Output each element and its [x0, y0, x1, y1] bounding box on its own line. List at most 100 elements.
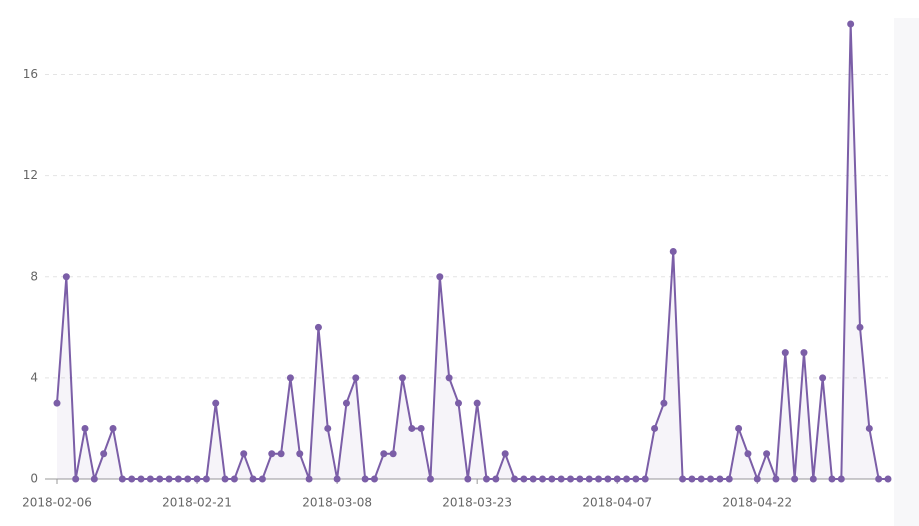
point — [539, 475, 547, 483]
x-tick-label: 2018-04-22 — [722, 496, 792, 510]
y-tick-label: 0 — [30, 472, 38, 486]
point — [221, 475, 229, 483]
point — [585, 475, 593, 483]
point — [632, 475, 640, 483]
point — [688, 475, 696, 483]
point — [454, 399, 462, 407]
point — [464, 475, 472, 483]
point — [875, 475, 883, 483]
point — [202, 475, 210, 483]
x-tick-label: 2018-03-23 — [442, 496, 512, 510]
point — [53, 399, 61, 407]
point — [595, 475, 603, 483]
point — [445, 374, 453, 382]
point — [772, 475, 780, 483]
point — [398, 374, 406, 382]
point — [753, 475, 761, 483]
point — [174, 475, 182, 483]
point — [473, 399, 481, 407]
point — [258, 475, 266, 483]
point — [744, 450, 752, 458]
point — [641, 475, 649, 483]
point — [193, 475, 201, 483]
point — [296, 450, 304, 458]
point — [314, 323, 322, 331]
point — [90, 475, 98, 483]
point — [763, 450, 771, 458]
point — [305, 475, 313, 483]
point — [492, 475, 500, 483]
point — [623, 475, 631, 483]
x-tick-label: 2018-03-08 — [302, 496, 372, 510]
x-tick-label: 2018-04-07 — [582, 496, 652, 510]
point — [800, 349, 808, 357]
point — [240, 450, 248, 458]
point — [417, 424, 425, 432]
point — [819, 374, 827, 382]
point — [856, 323, 864, 331]
y-tick-label: 16 — [23, 67, 38, 81]
point — [781, 349, 789, 357]
point — [81, 424, 89, 432]
point — [716, 475, 724, 483]
point — [483, 475, 491, 483]
point — [791, 475, 799, 483]
area — [57, 24, 888, 479]
point — [324, 424, 332, 432]
point — [268, 450, 276, 458]
point — [361, 475, 369, 483]
point — [548, 475, 556, 483]
point — [72, 475, 80, 483]
x-tick-label: 2018-02-06 — [22, 496, 92, 510]
point — [651, 424, 659, 432]
point — [62, 273, 70, 281]
y-tick-label: 8 — [30, 269, 38, 283]
y-tick-label: 4 — [30, 370, 38, 384]
point — [249, 475, 257, 483]
point — [567, 475, 575, 483]
point — [286, 374, 294, 382]
point — [100, 450, 108, 458]
point — [212, 399, 220, 407]
point — [837, 475, 845, 483]
point — [408, 424, 416, 432]
point — [184, 475, 192, 483]
side-panel — [894, 18, 919, 526]
y-tick-label: 12 — [23, 168, 38, 182]
point — [847, 20, 855, 28]
point — [520, 475, 528, 483]
point — [436, 273, 444, 281]
point — [529, 475, 537, 483]
point — [156, 475, 164, 483]
point — [128, 475, 136, 483]
point — [389, 450, 397, 458]
point — [576, 475, 584, 483]
point — [669, 248, 677, 255]
point — [146, 475, 154, 483]
point — [426, 475, 434, 483]
point — [884, 475, 892, 483]
point — [380, 450, 388, 458]
point — [604, 475, 612, 483]
point — [679, 475, 687, 483]
point — [557, 475, 565, 483]
point — [725, 475, 733, 483]
point — [613, 475, 621, 483]
point — [118, 475, 126, 483]
point — [809, 475, 817, 483]
point — [707, 475, 715, 483]
point — [370, 475, 378, 483]
x-tick-label: 2018-02-21 — [162, 496, 232, 510]
point — [660, 399, 668, 407]
point — [230, 475, 238, 483]
point — [828, 475, 836, 483]
point — [735, 424, 743, 432]
point — [109, 424, 117, 432]
line — [56, 23, 888, 483]
point — [137, 475, 145, 483]
point — [165, 475, 173, 483]
point — [352, 374, 360, 382]
point — [342, 399, 350, 407]
point — [697, 475, 705, 483]
